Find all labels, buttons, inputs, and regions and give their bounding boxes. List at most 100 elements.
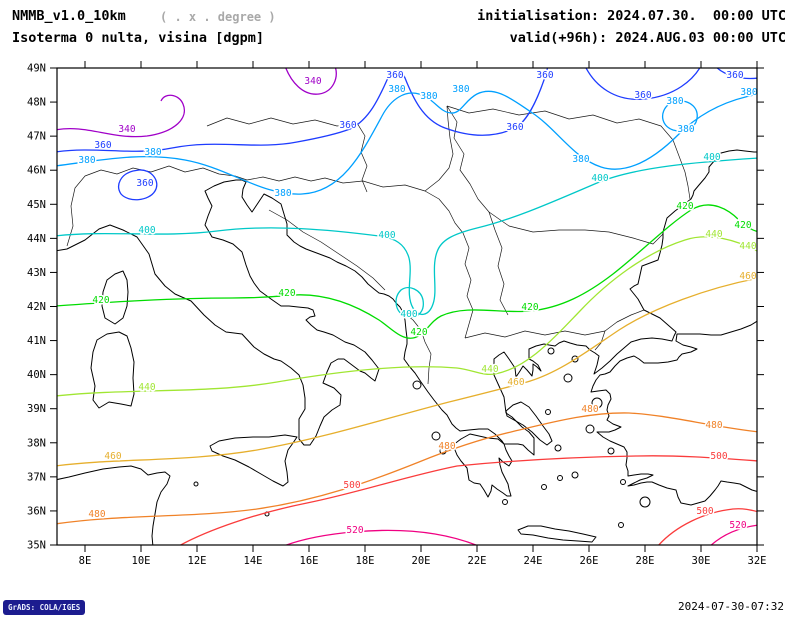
island — [571, 471, 579, 479]
lon-tick-label: 24E — [524, 555, 543, 566]
contour-label: 380 — [666, 96, 683, 107]
coastline — [209, 434, 298, 487]
contour-label: 360 — [634, 90, 651, 101]
contour-line-400 — [395, 286, 424, 318]
contour-label: 380 — [388, 84, 405, 95]
lat-tick-label: 37N — [27, 471, 46, 483]
contour-label: 400 — [591, 173, 608, 184]
lon-tick-label: 12E — [188, 555, 207, 566]
chart-subtitle: Isoterma 0 nulta, visina [dgpm] — [12, 30, 264, 46]
contour-label: 520 — [729, 520, 746, 531]
contour-label: 440 — [481, 364, 498, 375]
contour-label: 420 — [410, 327, 427, 338]
contour-line-500 — [179, 455, 757, 545]
contour-label: 380 — [78, 155, 95, 166]
contour-label: 420 — [92, 295, 109, 306]
contour-label: 380 — [420, 91, 437, 102]
lat-tick-label: 45N — [27, 199, 46, 211]
lon-tick-label: 28E — [636, 555, 655, 566]
contour-label: 380 — [740, 87, 757, 98]
island — [571, 355, 579, 363]
lon-tick-label: 10E — [132, 555, 151, 566]
coastline — [90, 331, 135, 409]
country-border — [246, 176, 464, 234]
lat-tick-label: 36N — [27, 505, 46, 517]
contour-label: 500 — [343, 480, 360, 491]
country-border — [446, 105, 490, 213]
contour-line-380 — [662, 100, 698, 132]
contour-label: 360 — [536, 70, 553, 81]
contour-label: 480 — [705, 420, 722, 431]
contour-line-340 — [285, 68, 337, 95]
contour-label: 340 — [304, 76, 321, 87]
lat-tick-label: 41N — [27, 335, 46, 347]
coastline — [517, 525, 597, 543]
lon-tick-label: 26E — [580, 555, 599, 566]
lat-tick-label: 42N — [27, 301, 46, 313]
lon-tick-label: 18E — [356, 555, 375, 566]
country-border — [206, 117, 368, 193]
contour-label: 380 — [274, 188, 291, 199]
contour-label: 500 — [696, 506, 713, 517]
contour-label: 480 — [581, 404, 598, 415]
lat-tick-label: 39N — [27, 403, 46, 415]
country-border — [462, 232, 474, 339]
country-border — [66, 165, 248, 247]
lon-tick-label: 20E — [412, 555, 431, 566]
contour-label: 420 — [521, 302, 538, 313]
lon-tick-label: 22E — [468, 555, 487, 566]
contour-label: 360 — [386, 70, 403, 81]
initialisation-time: initialisation: 2024.07.30. 00:00 UTC — [477, 8, 786, 24]
coastline — [505, 401, 553, 446]
island — [554, 444, 562, 452]
contour-line-440 — [57, 236, 757, 397]
island — [502, 499, 508, 505]
contour-line-360 — [118, 169, 158, 201]
island — [591, 397, 603, 409]
contour-label: 380 — [144, 147, 161, 158]
country-border — [488, 211, 509, 316]
contour-label: 420 — [278, 288, 295, 299]
contour-label: 400 — [378, 230, 395, 241]
country-border — [268, 209, 386, 291]
contour-line-460 — [57, 277, 757, 467]
island — [585, 424, 595, 434]
contour-label: 360 — [94, 140, 111, 151]
contour-label: 520 — [346, 525, 363, 536]
contour-label: 420 — [734, 220, 751, 231]
country-border — [488, 211, 664, 245]
island — [639, 496, 651, 508]
island — [547, 347, 555, 355]
island — [431, 431, 441, 441]
coastline — [590, 320, 757, 506]
contour-label: 440 — [705, 229, 722, 240]
contour-label: 440 — [739, 241, 756, 252]
island — [563, 373, 573, 383]
contour-label: 380 — [452, 84, 469, 95]
contour-label: 460 — [507, 377, 524, 388]
island — [557, 475, 563, 481]
contour-line-380 — [57, 90, 757, 195]
country-border — [446, 105, 691, 200]
contour-label: 460 — [104, 451, 121, 462]
contour-line-520 — [284, 529, 478, 545]
island — [541, 484, 547, 490]
contour-label: 480 — [88, 509, 105, 520]
contour-label: 460 — [739, 271, 756, 282]
map-canvas: 340 340 360 360 360 360 360 360 360 360 380 380 380 3… — [27, 61, 766, 566]
contour-label: 480 — [438, 441, 455, 452]
contour-label: 400 — [703, 152, 720, 163]
country-border — [402, 311, 432, 385]
contour-line-420 — [57, 204, 757, 339]
contour-label: 380 — [572, 154, 589, 165]
country-border — [424, 105, 454, 192]
lat-tick-label: 46N — [27, 165, 46, 177]
island — [607, 447, 615, 455]
island — [193, 481, 199, 487]
lon-tick-label: 8E — [79, 555, 92, 566]
contour-label: 360 — [339, 120, 356, 131]
coastline — [57, 149, 757, 498]
island — [545, 409, 551, 415]
lat-tick-label: 44N — [27, 233, 46, 245]
